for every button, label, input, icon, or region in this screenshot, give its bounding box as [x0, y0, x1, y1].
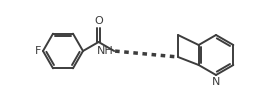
Text: NH: NH: [96, 46, 113, 56]
Text: F: F: [35, 46, 41, 56]
Text: O: O: [94, 16, 103, 26]
Text: N: N: [212, 77, 220, 87]
